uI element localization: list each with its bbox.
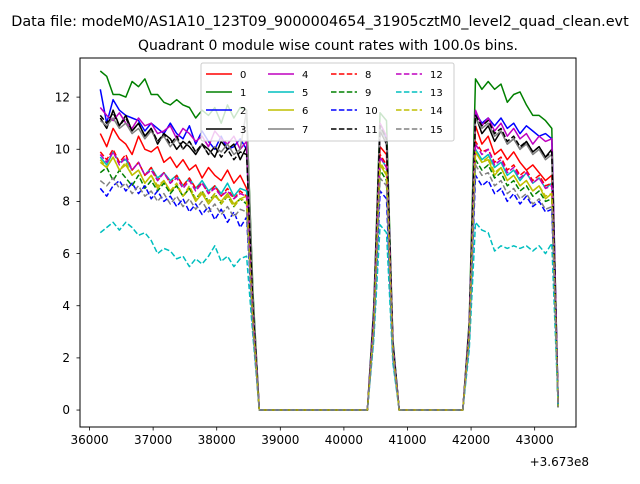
x-tick-label: 39000	[261, 433, 299, 447]
x-axis: 36000 37000 38000 39000 40000 41000 42000 43000	[70, 427, 554, 447]
x-tick-label: 41000	[388, 433, 426, 447]
legend-label-5: 5	[302, 88, 308, 99]
legend-label-3: 3	[240, 125, 246, 136]
x-offset-label: +3.673e8	[530, 455, 589, 469]
y-tick-label: 2	[62, 351, 70, 365]
plot-frame	[79, 57, 577, 428]
x-tick-label: 40000	[325, 433, 363, 447]
legend-label-11: 11	[365, 125, 378, 136]
y-tick-label: 10	[55, 142, 70, 156]
x-tick-label: 38000	[198, 433, 236, 447]
figure-suptitle: Data file: modeM0/AS1A10_123T09_90000046…	[11, 14, 629, 30]
legend-label-9: 9	[365, 88, 371, 99]
x-tick-label: 43000	[516, 433, 554, 447]
y-tick-label: 12	[55, 90, 70, 104]
series-layer	[99, 70, 559, 411]
legend-label-15: 15	[430, 125, 443, 136]
chart-title: Quadrant 0 module wise count rates with …	[138, 38, 518, 54]
series-line-13	[99, 221, 559, 411]
legend-label-6: 6	[302, 106, 308, 117]
x-tick-label: 42000	[452, 433, 490, 447]
legend-label-4: 4	[302, 70, 308, 81]
x-tick-label: 37000	[134, 433, 172, 447]
legend-box	[200, 62, 455, 142]
legend-label-2: 2	[240, 106, 246, 117]
series-line-14	[99, 151, 559, 411]
series-line-15	[99, 164, 559, 411]
legend-label-13: 13	[430, 88, 443, 99]
x-tick-label: 36000	[70, 433, 108, 447]
y-axis: 0 2 4 6 8 10 12	[55, 90, 80, 417]
y-tick-label: 6	[62, 247, 70, 261]
legend-label-10: 10	[365, 106, 378, 117]
y-tick-label: 8	[62, 195, 70, 209]
legend-label-7: 7	[302, 125, 308, 136]
y-tick-label: 4	[62, 299, 70, 313]
y-tick-label: 0	[62, 403, 70, 417]
legend-label-12: 12	[430, 70, 443, 81]
legend-label-0: 0	[240, 70, 246, 81]
legend-label-14: 14	[430, 106, 443, 117]
legend-label-1: 1	[240, 88, 246, 99]
legend-label-8: 8	[365, 70, 371, 81]
